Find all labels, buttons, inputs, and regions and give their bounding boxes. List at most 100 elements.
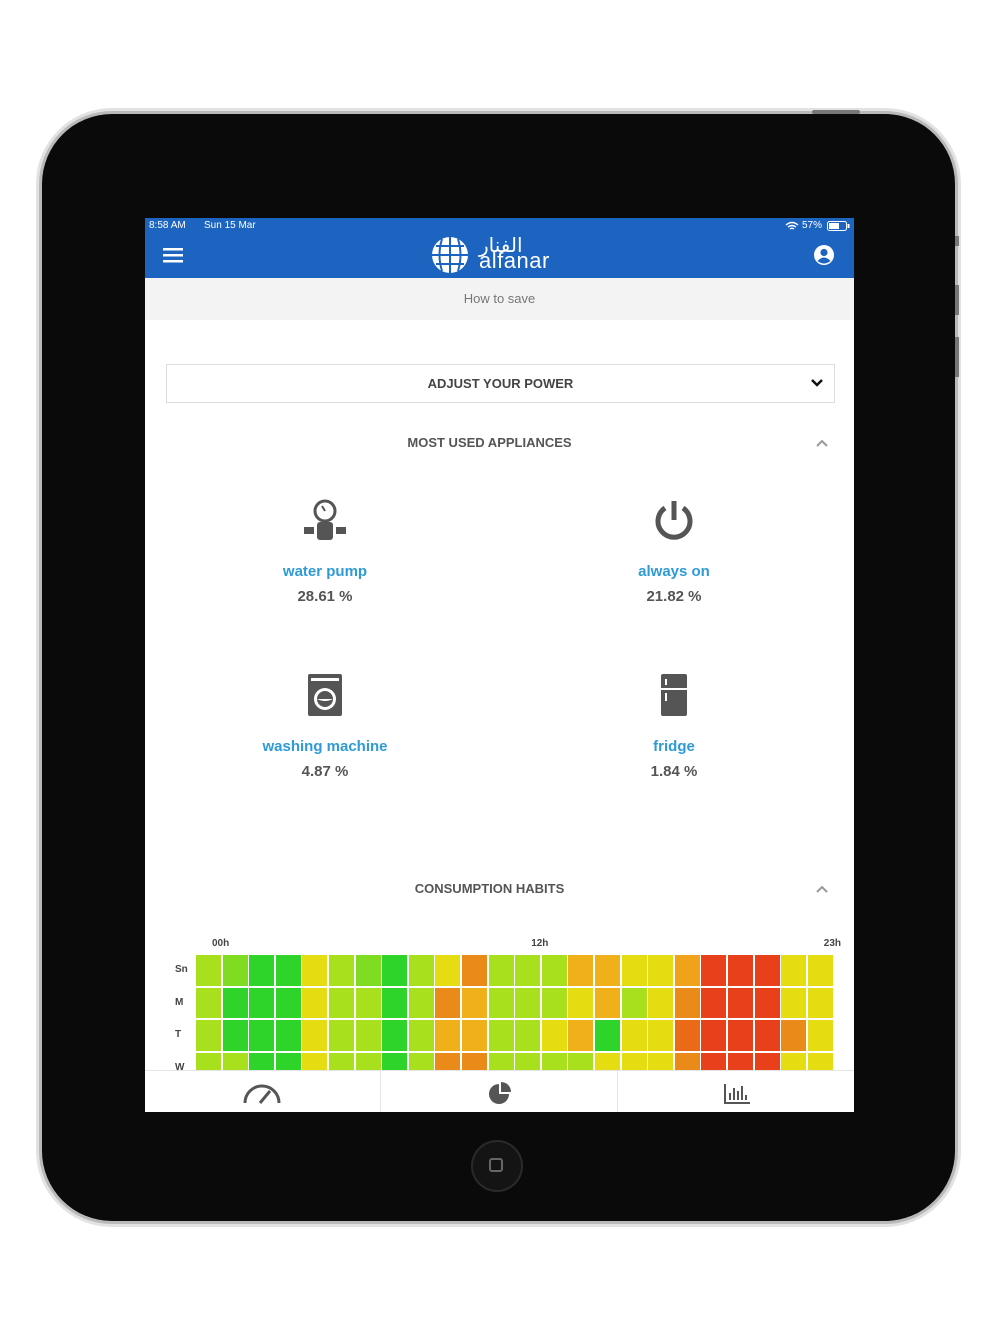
- heatmap-cell: [275, 1020, 301, 1051]
- heatmap-cell: [781, 1020, 807, 1051]
- heatmap-cell: [595, 955, 620, 986]
- heatmap-cell: [462, 955, 487, 986]
- logo-arabic: الفنار: [479, 233, 523, 257]
- appliance-share: 4.87 %: [301, 763, 349, 780]
- heatmap-cell: [621, 1020, 647, 1051]
- wifi-icon: [785, 221, 799, 230]
- home-button[interactable]: [471, 1140, 523, 1192]
- heatmap-cell: [674, 955, 700, 986]
- appliance-name: fridge: [653, 738, 695, 755]
- appliance-name: washing machine: [262, 738, 388, 755]
- heatmap-cell: [222, 955, 248, 986]
- heatmap-cell: [621, 987, 647, 1018]
- heatmap-cell: [728, 1020, 753, 1051]
- heatmap-cell: [435, 955, 461, 986]
- battery-icon: [827, 221, 850, 231]
- heatmap-cell: [196, 1020, 221, 1051]
- heatmap-cell: [408, 1020, 434, 1051]
- heatmap-cell: [488, 987, 514, 1018]
- heatmap-cell: [754, 955, 780, 986]
- heatmap-cell: [541, 987, 567, 1018]
- logo-latin: alfanar: [479, 248, 550, 273]
- collapse-button[interactable]: [815, 884, 829, 894]
- heatmap-cell: [355, 955, 381, 986]
- heatmap-cell: [754, 1020, 780, 1051]
- heatmap-cell: [568, 1020, 594, 1051]
- profile-button[interactable]: [813, 244, 835, 266]
- washing-machine-icon: [308, 674, 342, 716]
- heatmap-cell: [222, 987, 248, 1018]
- heatmap-cell: [329, 987, 354, 1018]
- heatmap-cell: [488, 955, 514, 986]
- heatmap-cell: [329, 955, 354, 986]
- heatmap-cell: [329, 1020, 354, 1051]
- status-battery: 57%: [802, 220, 823, 231]
- adjust-power-dropdown[interactable]: ADJUST YOUR POWER: [166, 364, 835, 403]
- section-title: CONSUMPTION HABITS: [414, 881, 565, 896]
- heatmap-cell: [701, 987, 727, 1018]
- heatmap-cell: [648, 1020, 674, 1051]
- appliance-share: 21.82 %: [646, 588, 702, 605]
- heatmap-cell: [382, 1020, 408, 1051]
- heatmap-cell: [781, 987, 807, 1018]
- heatmap-cell: [302, 987, 328, 1018]
- heatmap-cell: [222, 1020, 248, 1051]
- tab-history[interactable]: [723, 1083, 751, 1105]
- heatmap-cell: [249, 1020, 275, 1051]
- day-label: M: [175, 996, 184, 1008]
- tab-bar: [145, 1070, 854, 1112]
- heatmap-cell: [435, 1020, 461, 1051]
- heatmap-cell: [807, 987, 833, 1018]
- heatmap-cell: [382, 955, 408, 986]
- heatmap-cell: [196, 955, 221, 986]
- menu-button[interactable]: [163, 247, 183, 263]
- collapse-button[interactable]: [815, 438, 829, 448]
- heatmap-cell: [595, 987, 620, 1018]
- power-button: [812, 110, 860, 114]
- heatmap-cell: [355, 987, 381, 1018]
- heatmap-cell: [674, 1020, 700, 1051]
- heatmap-cell: [515, 955, 541, 986]
- volume-up: [955, 285, 959, 315]
- tab-dashboard[interactable]: [242, 1083, 282, 1105]
- heatmap-cell: [807, 1020, 833, 1051]
- water-pump-icon: [304, 499, 346, 540]
- hour-label: 00h: [212, 938, 230, 949]
- tab-breakdown[interactable]: [487, 1081, 513, 1105]
- appliance-share: 28.61 %: [297, 588, 353, 605]
- heatmap-cell: [701, 1020, 727, 1051]
- heatmap-cell: [541, 1020, 567, 1051]
- heatmap-cell: [515, 987, 541, 1018]
- heatmap-cell: [462, 1020, 487, 1051]
- heatmap-cell: [249, 955, 275, 986]
- hour-label: 12h: [531, 938, 549, 949]
- heatmap-cell: [541, 955, 567, 986]
- status-time: 8:58 AM: [149, 220, 186, 231]
- heatmap-cell: [408, 955, 434, 986]
- volume-down: [955, 337, 959, 377]
- heatmap-cell: [302, 955, 328, 986]
- heatmap-cell: [568, 987, 594, 1018]
- appliance-share: 1.84 %: [650, 763, 698, 780]
- chevron-down: [811, 379, 823, 387]
- day-label: W: [175, 1061, 185, 1073]
- heatmap-cell: [515, 1020, 541, 1051]
- status-date: Sun 15 Mar: [204, 220, 256, 231]
- heatmap-cell: [462, 987, 487, 1018]
- heatmap-cell: [488, 1020, 514, 1051]
- heatmap-cell: [382, 987, 408, 1018]
- heatmap-cell: [595, 1020, 620, 1051]
- heatmap-cell: [568, 955, 594, 986]
- day-label: Sn: [175, 964, 188, 975]
- day-label: T: [175, 1029, 182, 1040]
- heatmap-cell: [648, 987, 674, 1018]
- appliance-name: water pump: [282, 563, 368, 580]
- heatmap-cell: [275, 987, 301, 1018]
- fridge-icon: [661, 674, 687, 716]
- hour-label: 23h: [823, 938, 842, 949]
- logo-globe: [432, 237, 468, 273]
- section-title: MOST USED APPLIANCES: [407, 435, 572, 450]
- heatmap-cell: [275, 955, 301, 986]
- heatmap-cell: [781, 955, 807, 986]
